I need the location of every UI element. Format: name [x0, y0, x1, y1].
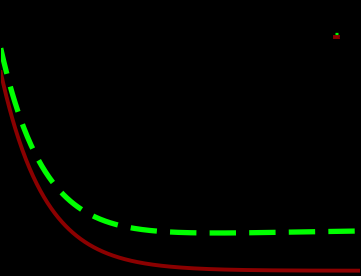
Legend: validation loss, training loss: validation loss, training loss [335, 34, 349, 38]
